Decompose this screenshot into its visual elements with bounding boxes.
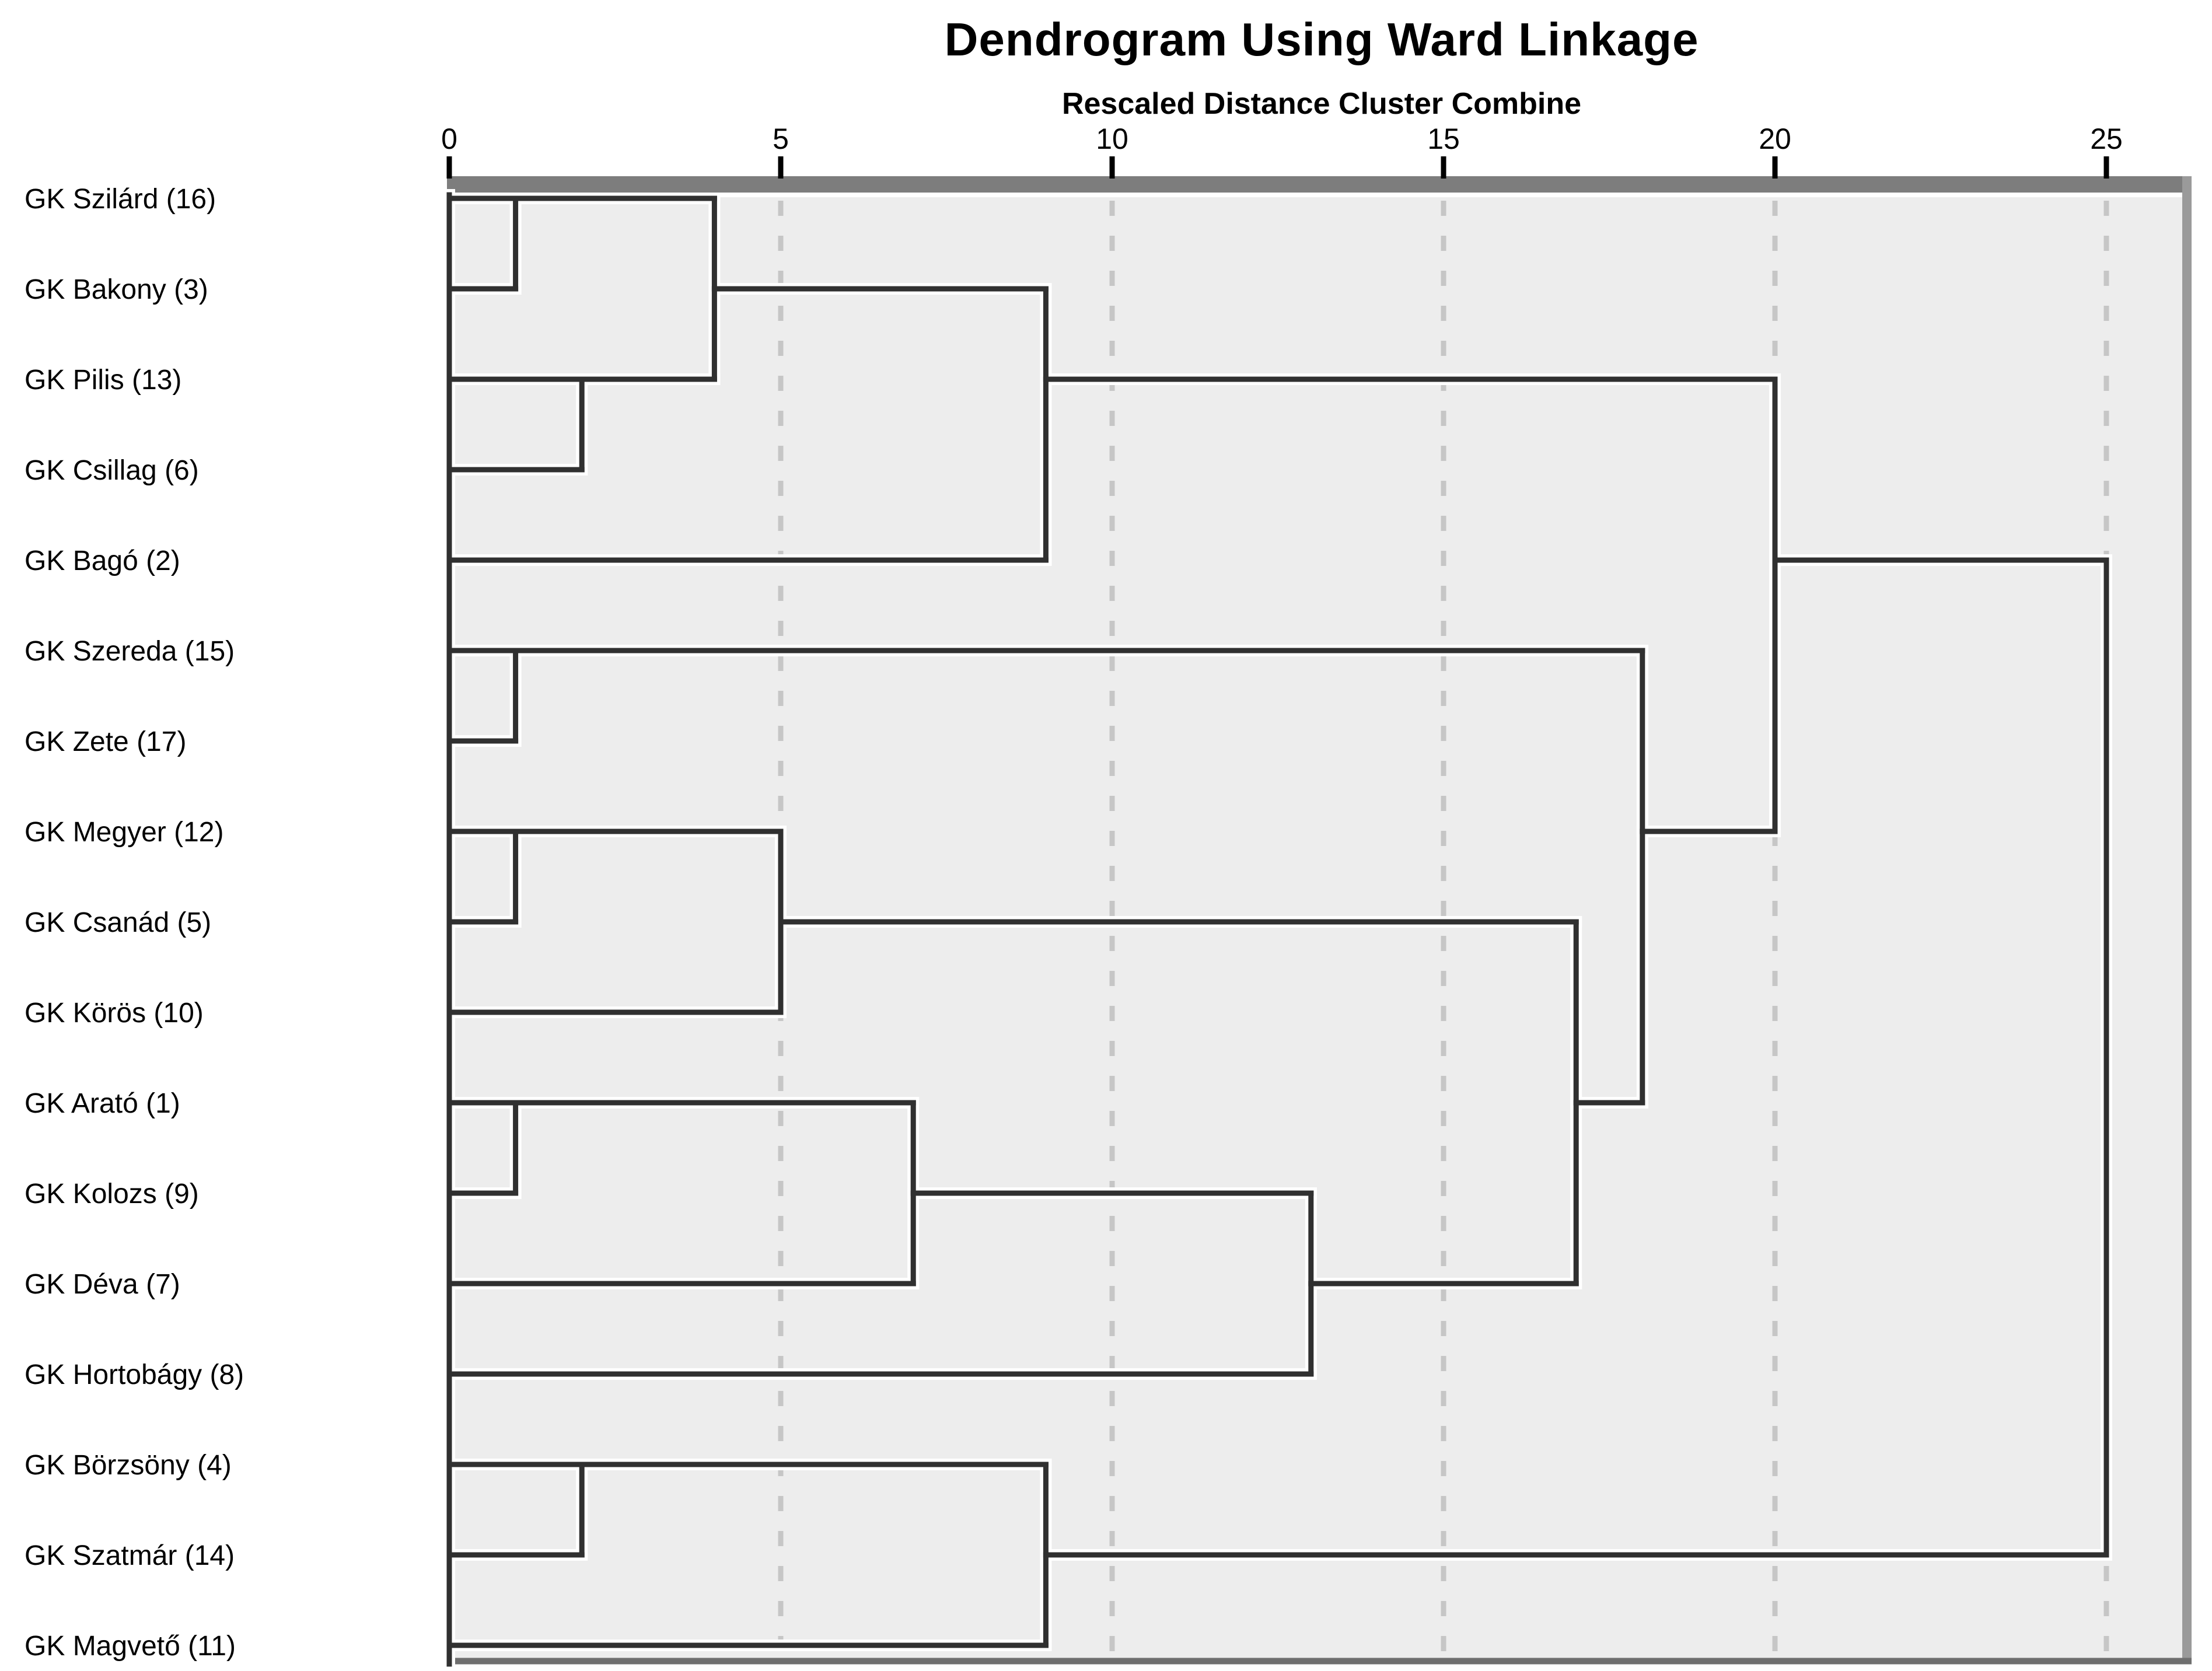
leaf-label: GK Pilis (13) [25,365,181,396]
leaf-label: GK Szereda (15) [25,636,235,667]
dendrogram-tree-layer [443,189,2112,1670]
leaf-label: GK Csanád (5) [25,907,211,938]
leaf-label: GK Zete (17) [25,726,186,757]
axis-tick-label: 20 [1759,123,1791,155]
axis-bar [447,176,2187,193]
leaf-label: GK Déva (7) [25,1269,180,1300]
leaf-label: GK Kolozs (9) [25,1179,199,1209]
leaf-label: GK Szatmár (14) [25,1540,235,1571]
axis-tick-label: 0 [441,123,457,155]
axis-tick-label: 10 [1096,123,1128,155]
leaf-label: GK Bakony (3) [25,274,208,305]
axis-tick-label: 25 [2090,123,2123,155]
page-subtitle: Rescaled Distance Cluster Combine [1062,87,1581,121]
axis-tick-label: 5 [773,123,789,155]
leaf-label: GK Hortobágy (8) [25,1359,244,1390]
leaf-label: GK Börzsöny (4) [25,1450,232,1481]
plot-panel-layer [449,197,2187,1664]
axis-layer: 0 5 10 15 20 25 [441,123,2123,179]
page-title: Dendrogram Using Ward Linkage [945,13,1699,65]
leaf-label-layer: GK Szilárd (16) GK Bakony (3) GK Pilis (13… [25,184,244,1662]
plot-panel [449,197,2187,1664]
leaf-label: GK Bagó (2) [25,546,180,576]
leaf-label: GK Arató (1) [25,1088,180,1119]
leaf-label: GK Megyer (12) [25,817,223,848]
axis-tick-label: 15 [1427,123,1460,155]
leaf-label: GK Szilárd (16) [25,184,216,215]
plot-border-layer [447,176,2192,1665]
leaf-label: GK Körös (10) [25,998,204,1029]
leaf-label: GK Csillag (6) [25,455,199,486]
leaf-label: GK Magvető (11) [25,1631,236,1662]
